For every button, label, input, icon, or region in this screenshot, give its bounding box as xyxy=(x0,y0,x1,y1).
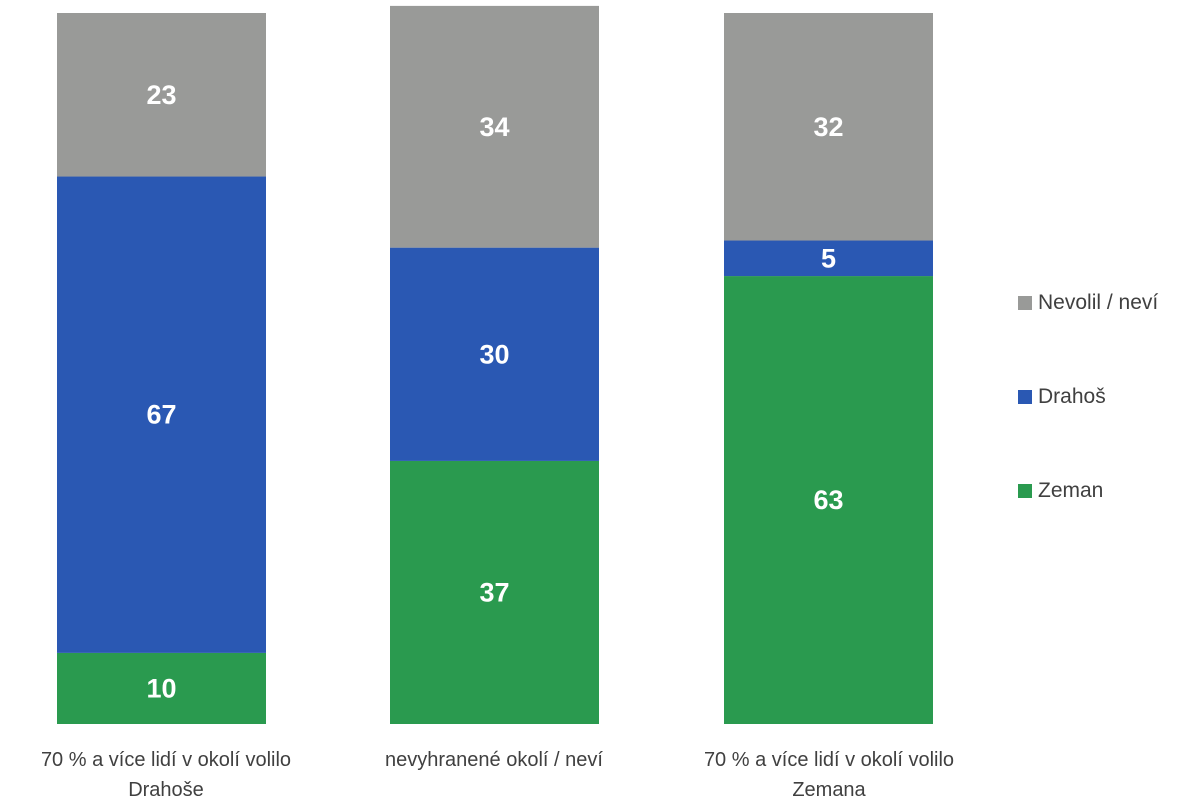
category-label-3-line1: 70 % a více lidí v okolí volilo xyxy=(703,749,955,771)
bar-segment-nevolil-1 xyxy=(57,13,266,177)
category-label-1-line1: 70 % a více lidí v okolí volilo xyxy=(40,749,292,771)
legend-item-nevolil: Nevolil / neví xyxy=(1018,286,1158,320)
data-label-drahos-3: 5 xyxy=(821,243,836,273)
bar-segment-drahos-3 xyxy=(724,240,933,277)
bar-segment-drahos-2 xyxy=(390,247,599,461)
bar-segment-nevolil-2 xyxy=(390,5,599,248)
legend-label-drahos: Drahoš xyxy=(1038,385,1106,408)
data-label-nevolil-1: 23 xyxy=(146,80,176,110)
category-label-2-line1: nevyhranené okolí / neví xyxy=(385,749,603,771)
category-label-3: 70 % a více lidí v okolí volilo Zemana xyxy=(669,745,989,803)
chart-legend: Nevolil / neví Drahoš Zeman xyxy=(1018,286,1158,568)
category-label-1-line2: Drahoše xyxy=(128,779,204,801)
legend-swatch-zeman xyxy=(1018,484,1032,498)
legend-item-drahos: Drahoš xyxy=(1018,380,1158,414)
data-label-zeman-1: 10 xyxy=(146,673,176,703)
category-label-2: nevyhranené okolí / neví xyxy=(334,745,654,775)
legend-item-zeman: Zeman xyxy=(1018,474,1158,508)
legend-label-nevolil: Nevolil / neví xyxy=(1038,291,1159,314)
data-label-drahos-2: 30 xyxy=(479,339,509,369)
legend-swatch-nevolil xyxy=(1018,296,1032,310)
bar-segment-drahos-1 xyxy=(57,176,266,653)
data-label-drahos-1: 67 xyxy=(146,400,176,430)
category-label-1: 70 % a více lidí v okolí volilo Drahoše xyxy=(6,745,326,803)
data-label-zeman-3: 63 xyxy=(813,485,843,515)
bar-segment-nevolil-3 xyxy=(724,13,933,241)
data-label-nevolil-3: 32 xyxy=(813,112,843,142)
bar-segment-zeman-1 xyxy=(57,652,266,724)
legend-swatch-drahos xyxy=(1018,390,1032,404)
data-label-nevolil-2: 34 xyxy=(479,112,509,142)
bar-segment-zeman-3 xyxy=(724,276,933,724)
bar-segment-zeman-2 xyxy=(390,460,599,724)
category-label-3-line2: Zemana xyxy=(792,779,866,801)
data-label-zeman-2: 37 xyxy=(479,577,509,607)
legend-label-zeman: Zeman xyxy=(1038,479,1104,502)
